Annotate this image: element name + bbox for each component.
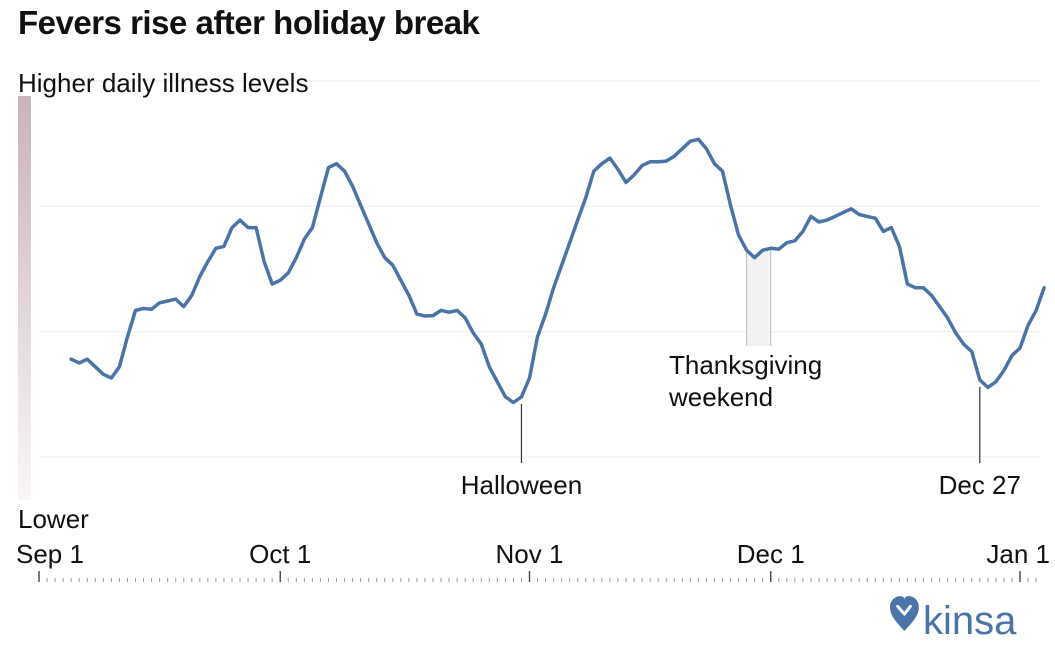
thanksgiving-shade xyxy=(746,248,771,346)
y-gradient-bar xyxy=(18,96,31,500)
annotation-label-2: Dec 27 xyxy=(939,470,1021,500)
kinsa-logo: kinsa xyxy=(890,596,1017,643)
y-label-bottom: Lower xyxy=(18,504,89,534)
x-tick-label-3: Dec 1 xyxy=(737,539,805,569)
y-label-top: Higher daily illness levels xyxy=(18,68,308,98)
chart-title: Fevers rise after holiday break xyxy=(18,4,480,41)
x-tick-label-1: Oct 1 xyxy=(249,539,311,569)
x-axis: Sep 1 Oct 1 Nov 1 Dec 1 Jan 1 xyxy=(16,539,1050,582)
x-tick-label-2: Nov 1 xyxy=(496,539,564,569)
logo-wordmark: kinsa xyxy=(923,599,1017,643)
annotation-label-0: Halloween xyxy=(461,470,582,500)
x-tick-label-0: Sep 1 xyxy=(16,539,84,569)
annotations: Halloween Thanksgiving weekend Dec 27 xyxy=(461,248,1021,500)
series-line xyxy=(69,137,1046,405)
annotation-thanksgiving-label: Thanksgiving weekend xyxy=(668,350,822,412)
grid-lines xyxy=(40,80,1040,458)
x-tick-label-4: Jan 1 xyxy=(986,539,1050,569)
